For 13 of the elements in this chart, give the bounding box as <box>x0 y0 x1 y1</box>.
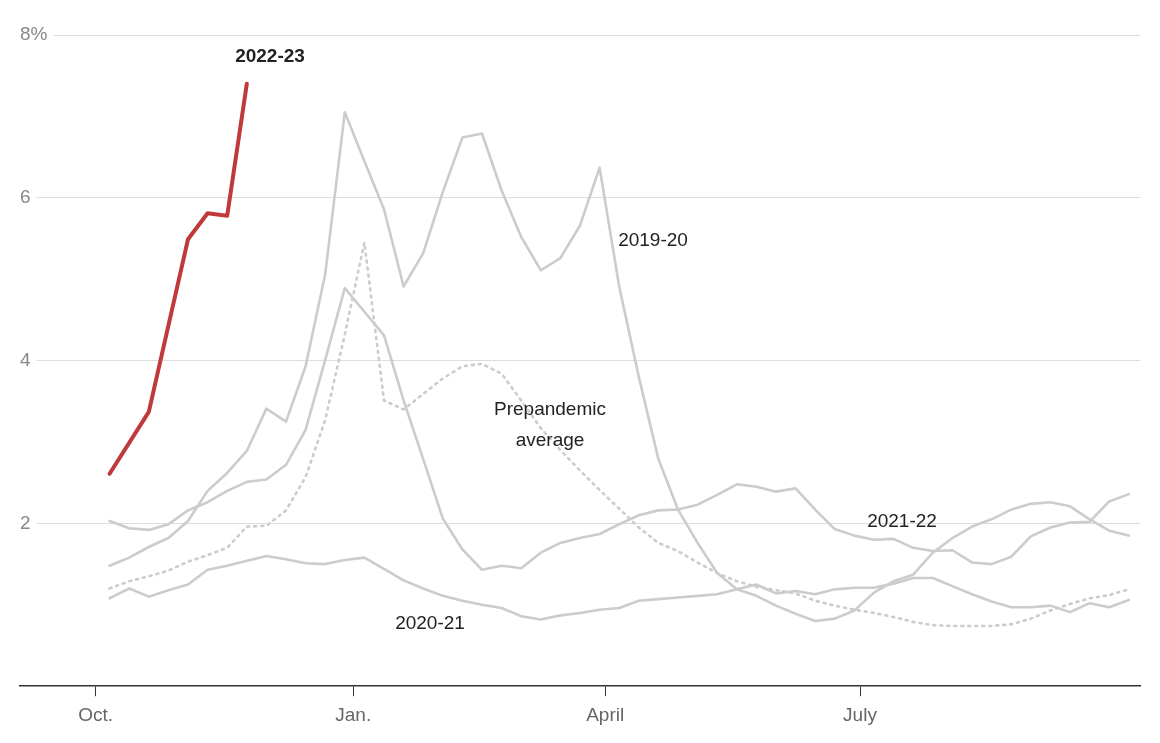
series-label: 2019-20 <box>618 229 688 251</box>
series-label: 2021-22 <box>867 510 937 532</box>
y-tick-label: 4 <box>20 348 31 370</box>
x-tick-label: Jan. <box>335 703 372 725</box>
series-label: Prepandemic average <box>494 398 606 451</box>
x-tick-label: Oct. <box>78 703 114 725</box>
y-tick-label: 2 <box>20 511 31 533</box>
x-tick-label: April <box>586 703 625 725</box>
x-tick-label: July <box>843 703 878 725</box>
y-tick-label: 6 <box>20 186 31 208</box>
series-label: 2022-23 <box>235 45 305 67</box>
y-tick-label: 8% <box>20 23 48 45</box>
series-label: 2020-21 <box>395 612 465 634</box>
